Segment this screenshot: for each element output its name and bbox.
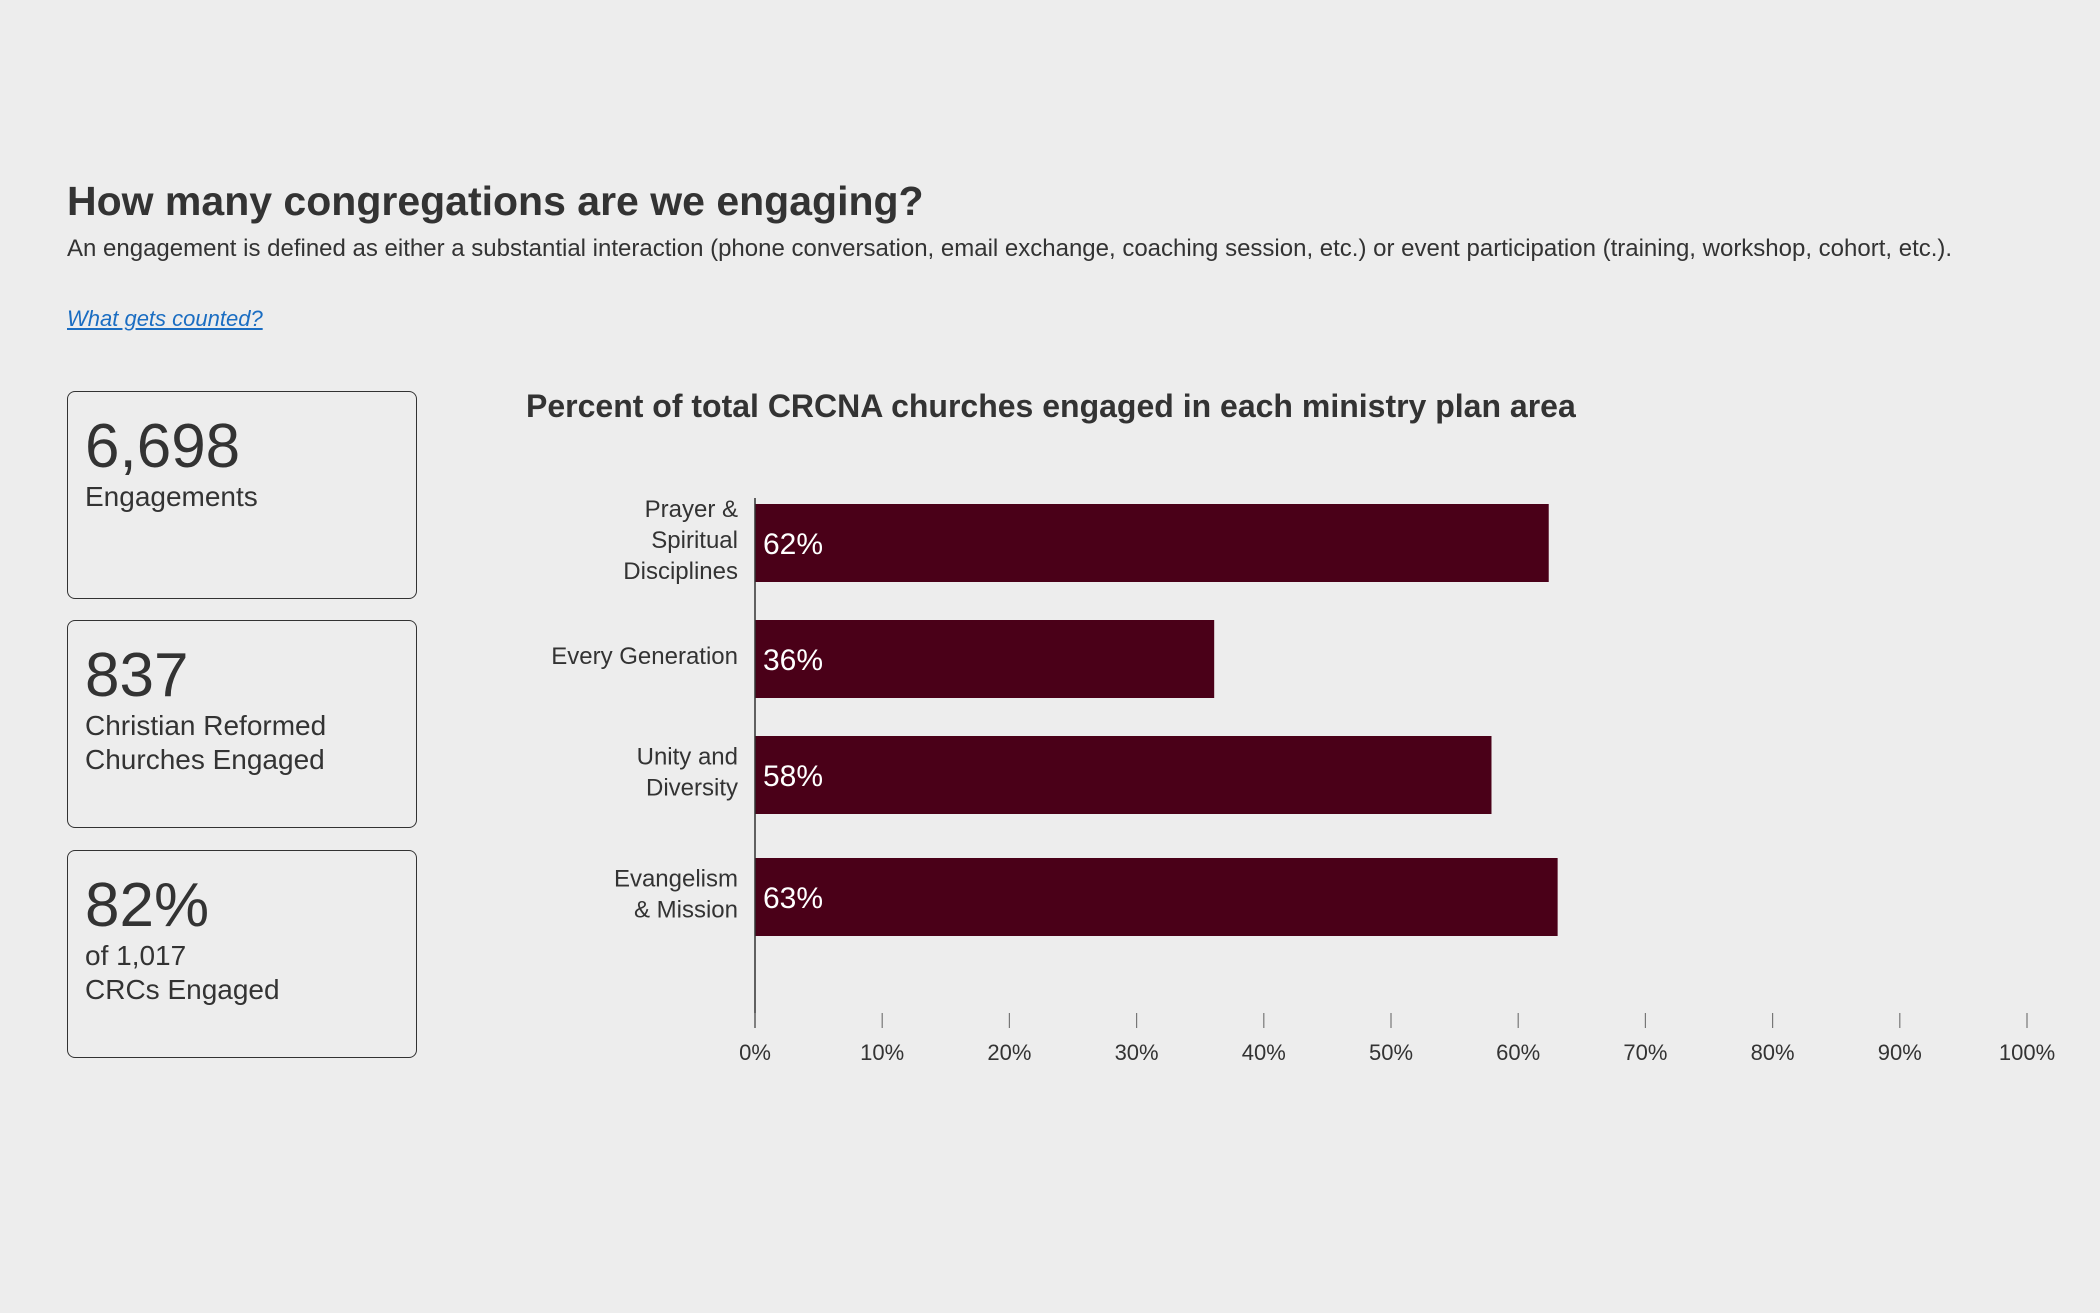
chart-title: Percent of total CRCNA churches engaged … bbox=[526, 388, 1576, 424]
bar-3 bbox=[755, 858, 1558, 936]
bar-value-label-0: 62% bbox=[763, 528, 823, 561]
x-tick-label-10: 100% bbox=[1999, 1040, 2055, 1065]
crcs-engaged-label: CRCs Engaged bbox=[85, 974, 280, 1005]
bar-2 bbox=[755, 736, 1492, 814]
x-tick-label-9: 90% bbox=[1878, 1040, 1922, 1065]
engagements-card: 6,698 Engagements bbox=[67, 391, 417, 599]
category-label-2-1: Diversity bbox=[646, 775, 738, 802]
x-tick-label-1: 10% bbox=[860, 1040, 904, 1065]
churches-engaged-value: 837 bbox=[85, 641, 189, 710]
x-tick-label-3: 30% bbox=[1115, 1040, 1159, 1065]
bar-value-label-3: 63% bbox=[763, 882, 823, 915]
category-label-3-1: & Mission bbox=[634, 897, 738, 924]
category-label-0-0: Prayer & bbox=[645, 496, 738, 523]
ministry-engagement-bar-chart: 62% Prayer & Spiritual Disciplines 36% Every … bbox=[551, 496, 2055, 1065]
bar-value-label-2: 58% bbox=[763, 760, 823, 793]
churches-engaged-label-line-2: Churches Engaged bbox=[85, 744, 325, 775]
engagements-label: Engagements bbox=[85, 481, 258, 512]
category-label-0-1: Spiritual bbox=[651, 527, 738, 554]
category-label-2-0: Unity and bbox=[637, 744, 738, 771]
category-label-3-0: Evangelism bbox=[614, 866, 738, 893]
churches-engaged-label-line-1: Christian Reformed bbox=[85, 710, 327, 741]
bar-value-label-1: 36% bbox=[763, 644, 823, 677]
category-label-0-2: Disciplines bbox=[623, 558, 738, 585]
x-tick-label-5: 50% bbox=[1369, 1040, 1413, 1065]
x-tick-label-7: 70% bbox=[1623, 1040, 1667, 1065]
x-tick-label-0: 0% bbox=[739, 1040, 771, 1065]
what-gets-counted-link[interactable]: What gets counted? bbox=[67, 306, 263, 331]
x-tick-label-8: 80% bbox=[1751, 1040, 1795, 1065]
churches-engaged-card: 837 Christian Reformed Churches Engaged bbox=[67, 620, 417, 828]
crcs-engaged-total: of 1,017 bbox=[85, 940, 187, 971]
bar-0 bbox=[755, 504, 1549, 582]
category-label-1-0: Every Generation bbox=[551, 643, 738, 670]
crcs-engaged-card: 82% of 1,017 CRCs Engaged bbox=[67, 850, 417, 1058]
engagements-value: 6,698 bbox=[85, 412, 241, 481]
x-tick-label-4: 40% bbox=[1242, 1040, 1286, 1065]
x-tick-label-6: 60% bbox=[1496, 1040, 1540, 1065]
page-description: An engagement is defined as either a sub… bbox=[67, 235, 1953, 262]
crcs-engaged-value: 82% bbox=[85, 871, 210, 940]
bar-1 bbox=[755, 620, 1215, 698]
x-tick-label-2: 20% bbox=[987, 1040, 1031, 1065]
page-title: How many congregations are we engaging? bbox=[67, 178, 924, 224]
